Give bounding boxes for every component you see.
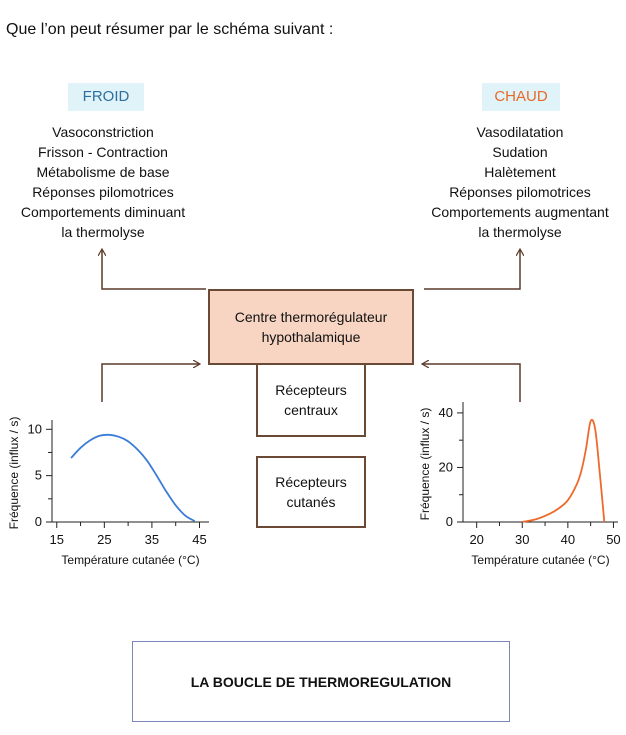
cold-receptor-chart: 15 25 35 45 0 5 10 Température cutanée (°C) Fréq… <box>7 417 209 567</box>
central-receptors-line-1: Récepteurs <box>275 382 347 398</box>
cold-label: FROID <box>68 83 144 111</box>
thermoregulation-loop-title: LA BOUCLE DE THERMOREGULATION <box>132 641 510 722</box>
thermoregulation-center-box: Centre thermorégulateur hypothalamique <box>208 289 414 365</box>
cold-response-item: Vasoconstriction <box>52 124 154 140</box>
hot-response-item: Halètement <box>484 164 556 180</box>
central-receptors-line-2: centraux <box>284 402 338 418</box>
hot-response-item: la thermolyse <box>478 224 562 240</box>
cutaneous-receptors-line-1: Récepteurs <box>275 474 347 490</box>
cold-response-item: Métabolisme de base <box>36 164 170 180</box>
hot-responses: Vasodilatation Sudation Halètement Répon… <box>415 122 625 242</box>
cold-response-item: Comportements diminuant <box>20 204 186 220</box>
intro-text: Que l’on peut résumer par le schéma suiv… <box>6 21 334 38</box>
x-tick-label: 30 <box>515 532 529 547</box>
cold-response-item: Frisson - Contraction <box>38 144 168 160</box>
arrow-from-hot-receptors <box>423 364 521 402</box>
hot-response-item: Réponses pilomotrices <box>449 184 591 200</box>
x-tick-label: 40 <box>561 532 575 547</box>
x-tick-label: 35 <box>145 532 159 547</box>
cold-response-item: Réponses pilomotrices <box>32 184 174 200</box>
hot-receptor-chart: 20 30 40 50 0 20 40 Température cutanée (°C) Fré… <box>418 402 621 567</box>
arrow-to-hot-responses <box>424 250 520 290</box>
hot-response-item: Vasodilatation <box>476 124 564 140</box>
arrow-from-cold-receptors <box>101 364 199 402</box>
arrow-to-cold-responses <box>102 250 206 290</box>
x-tick-label: 25 <box>97 532 111 547</box>
center-line-2: hypothalamique <box>261 329 361 345</box>
x-axis-label: Température cutanée (°C) <box>61 553 199 567</box>
x-tick-label: 20 <box>469 532 483 547</box>
x-tick-label: 15 <box>50 532 64 547</box>
hot-response-item: Comportements augmentant <box>431 204 609 220</box>
cold-responses: Vasoconstriction Frisson - Contraction M… <box>0 122 206 242</box>
y-tick-label: 0 <box>446 514 453 529</box>
cutaneous-receptors-box: Récepteurs cutanés <box>256 456 366 528</box>
x-tick-label: 50 <box>606 532 620 547</box>
y-axis-label: Fréquence (influx / s) <box>418 408 432 521</box>
y-tick-label: 0 <box>35 514 42 529</box>
x-axis-label: Température cutanée (°C) <box>471 553 609 567</box>
response-curve <box>70 433 196 522</box>
cutaneous-receptors-line-2: cutanés <box>286 494 336 510</box>
y-tick-label: 10 <box>28 421 42 436</box>
center-line-1: Centre thermorégulateur <box>234 309 388 325</box>
response-curve <box>522 418 606 523</box>
x-tick-label: 45 <box>192 532 206 547</box>
y-tick-label: 40 <box>439 405 453 420</box>
y-tick-label: 20 <box>439 459 453 474</box>
cold-response-item: la thermolyse <box>61 224 145 240</box>
y-tick-label: 5 <box>35 468 42 483</box>
central-receptors-box: Récepteurs centraux <box>256 365 366 437</box>
hot-response-item: Sudation <box>492 144 548 160</box>
y-axis-label: Fréquence (influx / s) <box>7 417 21 530</box>
hot-label: CHAUD <box>482 83 560 111</box>
